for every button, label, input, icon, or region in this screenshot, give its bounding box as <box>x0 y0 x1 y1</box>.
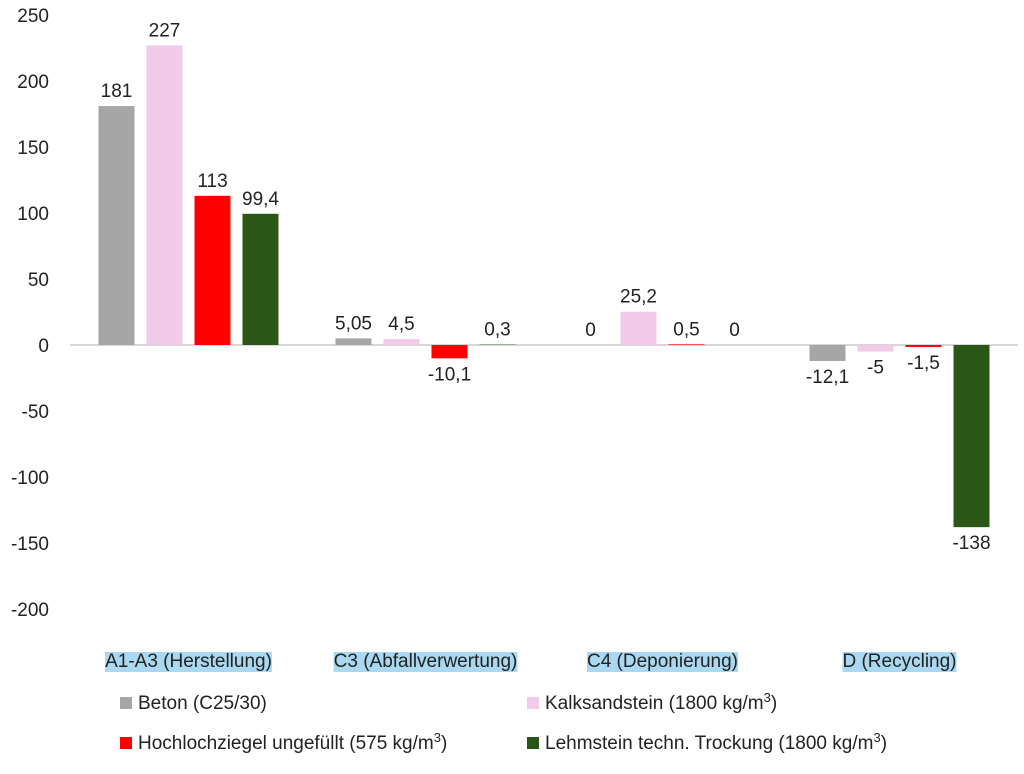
y-tick-label: -100 <box>11 468 49 489</box>
legend-swatch <box>120 697 132 709</box>
data-label: -5 <box>867 358 884 379</box>
data-label: 181 <box>101 81 133 102</box>
data-label: 113 <box>197 171 227 192</box>
data-label: 5,05 <box>335 313 372 334</box>
data-label: 0,5 <box>673 319 699 340</box>
data-label: 0 <box>729 320 740 341</box>
bar <box>810 345 846 361</box>
y-tick-label: 50 <box>28 270 49 291</box>
category-label: C3 (Abfallverwertung) <box>334 651 518 672</box>
data-label: -1,5 <box>907 353 940 374</box>
bar <box>384 339 420 345</box>
y-tick-label: 150 <box>17 138 49 159</box>
bar <box>906 345 942 347</box>
category-label: D (Recycling) <box>842 651 956 672</box>
y-tick-label: 0 <box>38 336 49 357</box>
y-tick-label: -150 <box>11 534 49 555</box>
bar <box>432 345 468 358</box>
bar <box>621 312 657 345</box>
data-label: 25,2 <box>620 287 657 308</box>
bar <box>954 345 990 527</box>
data-label: -10,1 <box>428 364 471 385</box>
bar <box>336 338 372 345</box>
data-label: 4,5 <box>388 314 414 335</box>
data-label: 0,3 <box>484 320 510 341</box>
y-tick-label: 100 <box>17 204 49 225</box>
bar <box>858 345 894 352</box>
legend-label: Lehmstein techn. Trockung (1800 kg/m3) <box>545 730 887 754</box>
y-tick-label: -200 <box>11 600 49 621</box>
category-label: C4 (Deponierung) <box>587 651 738 672</box>
legend-swatch <box>527 737 539 749</box>
data-label: 227 <box>149 20 181 41</box>
bar <box>99 106 135 345</box>
y-tick-label: -50 <box>22 402 49 423</box>
y-tick-label: 200 <box>17 72 49 93</box>
legend-label: Beton (C25/30) <box>138 693 267 714</box>
data-label: 99,4 <box>242 189 279 210</box>
legend-swatch <box>120 737 132 749</box>
bar <box>147 45 183 345</box>
legend-label: Kalksandstein (1800 kg/m3) <box>545 690 777 714</box>
data-label: 0 <box>585 320 596 341</box>
y-tick-label: 250 <box>17 6 49 27</box>
bar <box>243 214 279 345</box>
data-label: -138 <box>952 533 990 554</box>
legend-swatch <box>527 697 539 709</box>
data-label: -12,1 <box>806 367 849 388</box>
bar <box>669 344 705 345</box>
legend-label: Hochlochziegel ungefüllt (575 kg/m3) <box>138 730 447 754</box>
bar <box>195 196 231 345</box>
category-label: A1-A3 (Herstellung) <box>105 651 272 672</box>
